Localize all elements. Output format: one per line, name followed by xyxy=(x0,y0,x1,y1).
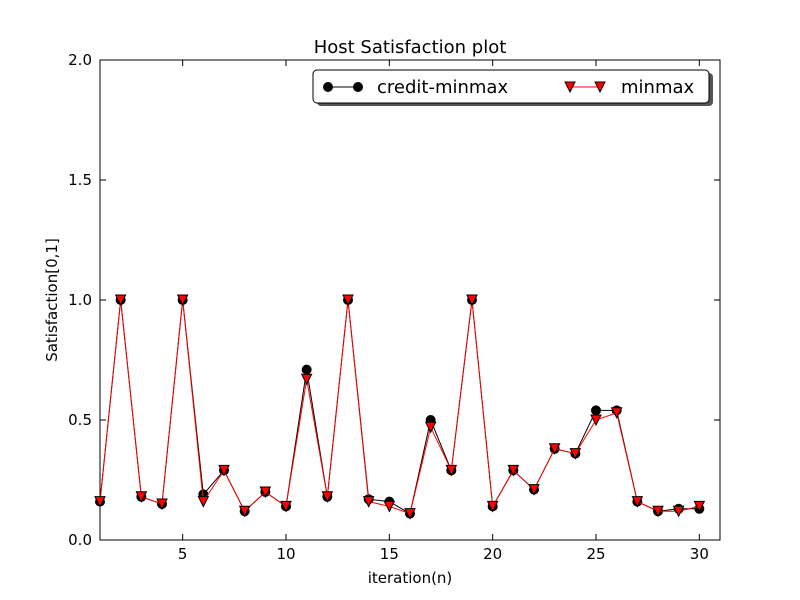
data-point-minmax xyxy=(176,294,189,307)
y-axis-label: Satisfaction[0,1] xyxy=(43,238,61,362)
legend: credit-minmax minmax xyxy=(312,69,713,106)
data-point-minmax xyxy=(114,294,127,307)
data-point-minmax xyxy=(404,508,416,520)
data-point-minmax xyxy=(259,486,272,499)
y-tick-label: 0.0 xyxy=(68,531,92,549)
legend-box xyxy=(312,69,710,104)
plot-area xyxy=(99,59,721,541)
legend-marker-minmax xyxy=(564,81,576,94)
legend-marker-credit-minmax xyxy=(323,82,333,92)
data-point-minmax xyxy=(631,496,644,508)
data-point-credit-minmax xyxy=(591,405,601,416)
y-tick-label: 2.0 xyxy=(68,51,92,69)
data-point-minmax xyxy=(300,373,313,386)
data-point-minmax xyxy=(197,496,210,508)
legend-label-credit-minmax: credit-minmax xyxy=(377,77,508,98)
data-point-minmax xyxy=(342,294,354,307)
data-point-minmax xyxy=(156,498,168,511)
data-point-minmax xyxy=(693,500,706,513)
x-tick-label: 25 xyxy=(586,545,605,563)
x-tick-label: 20 xyxy=(483,545,502,563)
legend-marker-credit-minmax xyxy=(353,82,363,92)
data-point-credit-minmax xyxy=(301,364,312,375)
legend-label-minmax: minmax xyxy=(621,77,695,98)
data-point-minmax xyxy=(238,505,251,518)
y-tick-label: 0.5 xyxy=(68,411,92,429)
data-point-minmax xyxy=(218,464,230,477)
y-tick-label: 1.0 xyxy=(68,291,92,309)
x-tick-label: 5 xyxy=(178,545,188,563)
legend-marker-minmax xyxy=(594,81,606,94)
axis-ticks: 5 10 15 20 25 30 0.0 0.5 1.0 1.5 2.0 xyxy=(68,51,720,563)
data-point-minmax xyxy=(548,443,561,455)
data-point-minmax xyxy=(507,464,520,477)
data-point-minmax xyxy=(321,491,334,503)
x-tick-label: 15 xyxy=(380,545,399,563)
data-point-minmax xyxy=(466,294,478,307)
data-point-minmax xyxy=(424,421,437,434)
x-axis-label: iteration(n) xyxy=(368,569,453,587)
data-point-minmax xyxy=(94,496,106,508)
data-point-minmax xyxy=(652,505,664,518)
data-point-minmax xyxy=(135,491,148,503)
data-point-minmax xyxy=(486,500,499,513)
series-minmax xyxy=(94,294,706,520)
data-point-minmax xyxy=(280,500,292,513)
data-point-minmax xyxy=(528,484,540,496)
y-tick-label: 1.5 xyxy=(68,171,92,189)
data-point-minmax xyxy=(610,407,623,419)
data-point-minmax xyxy=(672,505,685,518)
x-tick-label: 10 xyxy=(276,545,295,563)
data-point-minmax xyxy=(362,496,375,508)
data-point-minmax xyxy=(590,414,602,427)
data-point-minmax xyxy=(383,500,396,513)
x-tick-label: 30 xyxy=(690,545,709,563)
series-lines xyxy=(94,294,706,520)
data-point-minmax xyxy=(569,448,582,460)
chart-title: Host Satisfaction plot xyxy=(314,37,507,58)
data-point-minmax xyxy=(445,464,458,477)
